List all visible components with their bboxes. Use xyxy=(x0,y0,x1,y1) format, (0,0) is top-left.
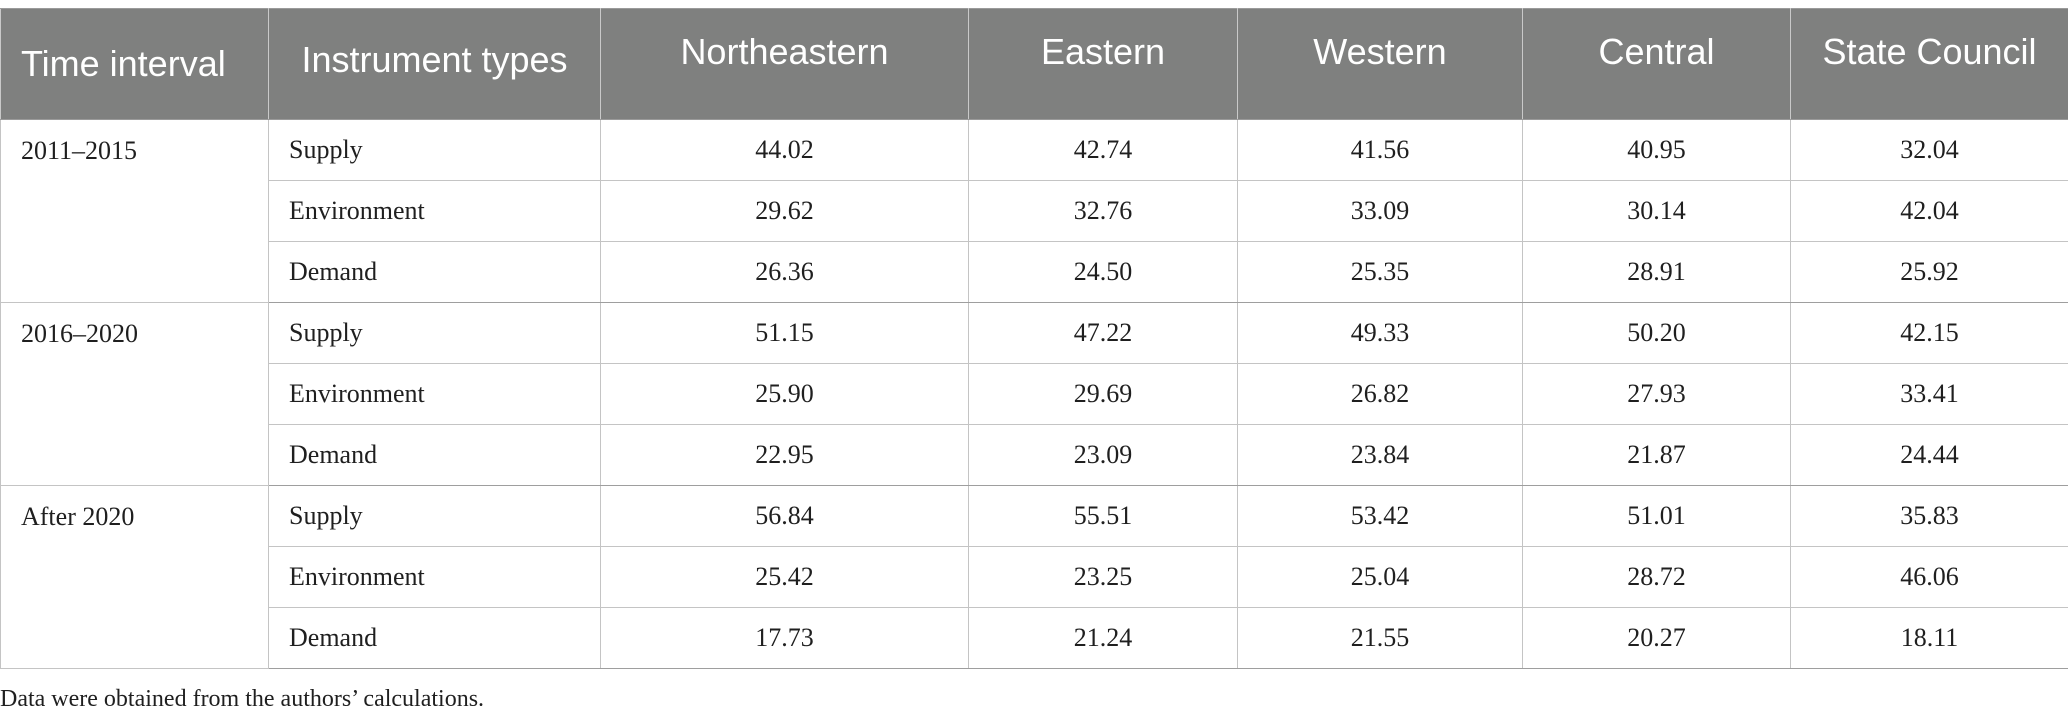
instrument-type-cell: Environment xyxy=(268,546,601,608)
value-cell-northeastern: 26.36 xyxy=(600,241,969,303)
value-cell-eastern: 23.09 xyxy=(968,424,1238,486)
instrument-type-cell: Environment xyxy=(268,180,601,242)
value-cell-central: 27.93 xyxy=(1522,363,1791,425)
header-western: Western xyxy=(1237,8,1523,120)
value-cell-central: 28.72 xyxy=(1522,546,1791,608)
value-cell-state-council: 42.04 xyxy=(1790,180,2068,242)
instrument-type-cell: Supply xyxy=(268,302,601,364)
value-cell-eastern: 24.50 xyxy=(968,241,1238,303)
value-cell-eastern: 23.25 xyxy=(968,546,1238,608)
value-cell-northeastern: 22.95 xyxy=(600,424,969,486)
header-state-council-label: State Council xyxy=(1822,31,2037,72)
table-row: Environment 25.42 23.25 25.04 28.72 46.0… xyxy=(1,546,2068,608)
value-cell-state-council: 46.06 xyxy=(1790,546,2068,608)
header-state-council: State Council xyxy=(1790,8,2068,120)
header-eastern: Eastern xyxy=(968,8,1238,120)
value-cell-western: 21.55 xyxy=(1237,607,1523,669)
table-row: Demand 17.73 21.24 21.55 20.27 18.11 xyxy=(1,607,2068,669)
value-cell-western: 41.56 xyxy=(1237,119,1523,181)
value-cell-northeastern: 17.73 xyxy=(600,607,969,669)
value-cell-state-council: 18.11 xyxy=(1790,607,2068,669)
value-cell-central: 50.20 xyxy=(1522,302,1791,364)
header-instrument-types: Instrument types xyxy=(268,8,601,120)
value-cell-central: 20.27 xyxy=(1522,607,1791,669)
table-row: Environment 25.90 29.69 26.82 27.93 33.4… xyxy=(1,363,2068,425)
value-cell-state-council: 35.83 xyxy=(1790,485,2068,547)
header-western-label: Western xyxy=(1313,31,1447,72)
instrument-type-cell: Supply xyxy=(268,485,601,547)
table-footnote: Data were obtained from the authors’ cal… xyxy=(0,686,485,712)
value-cell-northeastern: 51.15 xyxy=(600,302,969,364)
header-instrument-types-label: Instrument types xyxy=(301,39,568,80)
header-eastern-label: Eastern xyxy=(1040,31,1166,72)
instrument-type-cell: Supply xyxy=(268,119,601,181)
data-table: Time interval Instrument types Northeast… xyxy=(0,8,2068,669)
value-cell-western: 53.42 xyxy=(1237,485,1523,547)
instrument-type-cell: Demand xyxy=(268,241,601,303)
value-cell-western: 25.35 xyxy=(1237,241,1523,303)
instrument-type-cell: Demand xyxy=(268,424,601,486)
header-time-interval-label: Time interval xyxy=(21,43,226,84)
value-cell-central: 21.87 xyxy=(1522,424,1791,486)
value-cell-eastern: 32.76 xyxy=(968,180,1238,242)
value-cell-state-council: 32.04 xyxy=(1790,119,2068,181)
value-cell-eastern: 21.24 xyxy=(968,607,1238,669)
value-cell-central: 40.95 xyxy=(1522,119,1791,181)
table-body: 2011–2015 Supply 44.02 42.74 41.56 40.95… xyxy=(0,119,2068,669)
value-cell-central: 30.14 xyxy=(1522,180,1791,242)
header-central-label: Central xyxy=(1598,31,1715,72)
value-cell-northeastern: 44.02 xyxy=(600,119,969,181)
value-cell-eastern: 55.51 xyxy=(968,485,1238,547)
table-row: Demand 26.36 24.50 25.35 28.91 25.92 xyxy=(1,241,2068,303)
instrument-type-cell: Demand xyxy=(268,607,601,669)
interval-cell: 2016–2020 xyxy=(0,302,269,486)
value-cell-central: 51.01 xyxy=(1522,485,1791,547)
value-cell-northeastern: 25.42 xyxy=(600,546,969,608)
header-northeastern: Northeastern xyxy=(600,8,969,120)
value-cell-western: 33.09 xyxy=(1237,180,1523,242)
value-cell-eastern: 29.69 xyxy=(968,363,1238,425)
value-cell-state-council: 42.15 xyxy=(1790,302,2068,364)
table-row: 2011–2015 Supply 44.02 42.74 41.56 40.95… xyxy=(0,119,2068,303)
header-northeastern-label: Northeastern xyxy=(680,31,889,72)
table-row: 2016–2020 Supply 51.15 47.22 49.33 50.20… xyxy=(0,302,2068,486)
table-row: Environment 29.62 32.76 33.09 30.14 42.0… xyxy=(1,180,2068,242)
value-cell-northeastern: 25.90 xyxy=(600,363,969,425)
value-cell-northeastern: 56.84 xyxy=(600,485,969,547)
table-row: After 2020 Supply 56.84 55.51 53.42 51.0… xyxy=(0,485,2068,669)
instrument-type-cell: Environment xyxy=(268,363,601,425)
value-cell-eastern: 42.74 xyxy=(968,119,1238,181)
table-header: Time interval Instrument types Northeast… xyxy=(0,8,2068,120)
header-row: Time interval Instrument types Northeast… xyxy=(0,8,2068,120)
value-cell-western: 26.82 xyxy=(1237,363,1523,425)
value-cell-western: 25.04 xyxy=(1237,546,1523,608)
value-cell-state-council: 25.92 xyxy=(1790,241,2068,303)
table-row: Demand 22.95 23.09 23.84 21.87 24.44 xyxy=(1,424,2068,486)
header-central: Central xyxy=(1522,8,1791,120)
value-cell-state-council: 24.44 xyxy=(1790,424,2068,486)
value-cell-northeastern: 29.62 xyxy=(600,180,969,242)
value-cell-western: 23.84 xyxy=(1237,424,1523,486)
header-time-interval: Time interval xyxy=(0,8,269,120)
value-cell-central: 28.91 xyxy=(1522,241,1791,303)
value-cell-western: 49.33 xyxy=(1237,302,1523,364)
interval-cell: After 2020 xyxy=(0,485,269,669)
interval-cell: 2011–2015 xyxy=(0,119,269,303)
value-cell-eastern: 47.22 xyxy=(968,302,1238,364)
value-cell-state-council: 33.41 xyxy=(1790,363,2068,425)
